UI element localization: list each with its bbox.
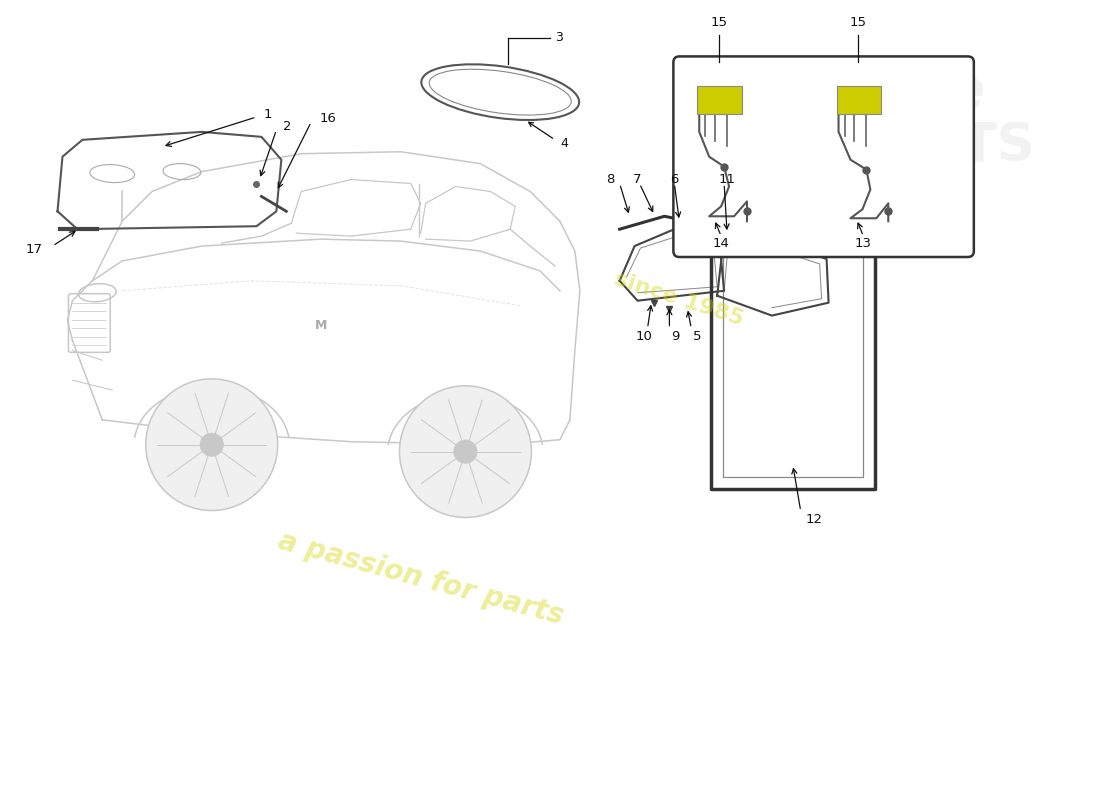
Text: 14: 14 xyxy=(713,237,729,250)
Text: 16: 16 xyxy=(319,113,336,126)
Text: 3: 3 xyxy=(556,31,563,44)
Text: 1: 1 xyxy=(264,107,272,121)
Text: 10: 10 xyxy=(635,330,652,343)
Text: 17: 17 xyxy=(25,242,43,255)
Text: 12: 12 xyxy=(805,513,823,526)
Text: since 1985: since 1985 xyxy=(613,268,747,329)
Text: 2: 2 xyxy=(284,121,292,134)
Text: 11: 11 xyxy=(718,173,736,186)
Text: SPORTS: SPORTS xyxy=(801,121,1035,173)
FancyBboxPatch shape xyxy=(673,57,974,257)
Text: 7: 7 xyxy=(634,173,641,186)
FancyBboxPatch shape xyxy=(836,86,881,114)
Circle shape xyxy=(399,386,531,518)
Circle shape xyxy=(200,433,223,456)
Text: M: M xyxy=(315,319,328,332)
Circle shape xyxy=(146,379,277,510)
Text: 15: 15 xyxy=(711,15,727,29)
Text: 13: 13 xyxy=(855,237,872,250)
Text: a passion for parts: a passion for parts xyxy=(275,527,566,630)
Text: 6: 6 xyxy=(670,173,679,186)
Text: 15: 15 xyxy=(850,15,867,29)
Text: 9: 9 xyxy=(671,330,680,343)
Text: 5: 5 xyxy=(693,330,702,343)
Text: elite: elite xyxy=(851,66,984,118)
Circle shape xyxy=(454,440,477,463)
FancyBboxPatch shape xyxy=(697,86,742,114)
Text: 8: 8 xyxy=(606,173,615,186)
Text: 4: 4 xyxy=(560,138,568,150)
